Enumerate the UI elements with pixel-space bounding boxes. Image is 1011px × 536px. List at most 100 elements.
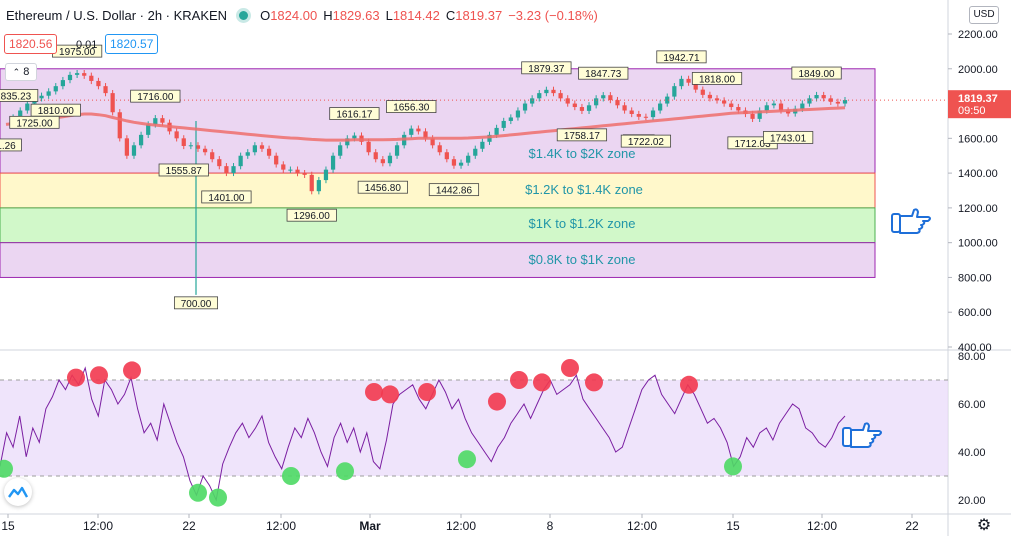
candle-body: [74, 73, 80, 75]
annotation-label: 1616.17: [336, 110, 373, 121]
candle-body: [515, 110, 521, 118]
candle-body: [679, 78, 684, 87]
x-tick-label-2: 22: [182, 519, 196, 533]
annotation-box: [158, 163, 209, 177]
chart-header: Ethereum / U.S. Dollar · 2h · KRAKEN O 18…: [6, 8, 598, 23]
candle-body: [636, 113, 641, 117]
sell-price-button[interactable]: 1820.56: [4, 34, 58, 54]
annotation-box: [357, 180, 408, 194]
oversold-marker: [189, 483, 207, 502]
annotation-label: 1758.17: [564, 131, 601, 142]
indicator-collapse-button[interactable]: ⌃ 8: [5, 63, 37, 81]
buy-price-button[interactable]: 1820.57: [105, 34, 159, 54]
annotation-label: 1879.37: [528, 64, 565, 75]
candle-body: [373, 152, 378, 160]
candle-body: [594, 98, 599, 106]
overbought-marker: [67, 368, 85, 387]
annotation-label: 1712.03: [734, 139, 771, 150]
candle-body: [338, 145, 343, 156]
candle-body: [394, 145, 400, 156]
annotation-box: [763, 131, 814, 144]
overbought-marker: [418, 383, 436, 401]
overbought-marker: [365, 383, 383, 401]
overbought-marker: [90, 366, 108, 385]
annotation-label: 1847.73: [585, 69, 622, 80]
annotation-label: 1716.00: [137, 92, 174, 103]
candle-body: [366, 141, 371, 153]
annotation-label: 1818.00: [699, 74, 736, 85]
candle-body: [586, 105, 592, 111]
x-tick-label-1: 12:00: [83, 519, 113, 533]
annotation-box: [578, 66, 629, 80]
candle-body: [544, 89, 549, 94]
annotation-box: [556, 128, 608, 142]
candle-body: [693, 82, 698, 90]
candle-body: [771, 103, 777, 106]
rsi-tick-label-1: 60.00: [958, 399, 986, 411]
annotation-box: [329, 107, 380, 120]
annotation-label: 1722.02: [628, 137, 665, 148]
candle-body: [494, 127, 499, 135]
candle-body: [466, 155, 471, 163]
low-value: 1814.42: [392, 8, 440, 23]
y-tick-label-4: 1400.00: [958, 168, 998, 180]
annotation-label: 1456.80: [365, 183, 402, 194]
rsi-tick-label-0: 80.00: [958, 351, 986, 363]
high-label: H: [323, 8, 333, 23]
annotation-box: [656, 50, 707, 64]
y-tick-label-6: 1000.00: [958, 238, 998, 250]
candle-body: [39, 95, 44, 99]
overbought-marker: [533, 373, 551, 392]
candle-body: [330, 155, 336, 170]
zone-rect-2: [0, 207, 876, 244]
annotation-label: 1442.86: [436, 186, 473, 197]
annotation-box: [286, 208, 337, 222]
overbought-marker: [585, 373, 603, 392]
tradingview-logo[interactable]: [4, 478, 32, 506]
annotation-box: [201, 190, 252, 204]
candle-body: [53, 86, 58, 92]
candle-body: [387, 155, 393, 164]
currency-button[interactable]: USD: [969, 6, 999, 24]
x-tick-label-8: 15: [726, 519, 740, 533]
zone-rect-0: [0, 68, 876, 174]
symbol-title[interactable]: Ethereum / U.S. Dollar · 2h · KRAKEN: [6, 8, 228, 23]
annotation-label: 1656.30: [393, 103, 430, 114]
annotation-box: [521, 61, 572, 75]
candle-body: [146, 124, 151, 135]
zone-label-3: $0.8K to $1K zone: [529, 252, 636, 267]
candle-body: [295, 169, 300, 174]
y-tick-label-7: 800.00: [958, 272, 992, 284]
annotation-label: 1810.00: [38, 106, 75, 117]
market-status-icon: [239, 11, 249, 20]
candle-body: [458, 162, 464, 166]
candle-body: [650, 110, 656, 118]
candle-body: [601, 95, 606, 99]
candle-body: [46, 91, 51, 96]
y-tick-label-0: 2200.00: [958, 29, 998, 41]
candle-body: [210, 152, 215, 160]
annotation-label: 1.26: [0, 141, 16, 152]
annotation-label: 1401.00: [208, 193, 245, 204]
candle-body: [153, 118, 158, 125]
y-tick-label-5: 1200.00: [958, 203, 998, 215]
candle-body: [238, 155, 243, 167]
pointing-hand-icon-main: [891, 208, 931, 234]
candle-body: [835, 101, 841, 104]
x-tick-label-7: 12:00: [627, 519, 657, 533]
candle-body: [707, 94, 713, 99]
oversold-marker: [458, 450, 476, 469]
last-price-box: [948, 90, 1011, 119]
candle-body: [508, 117, 513, 121]
settings-gear-icon[interactable]: ⚙: [976, 517, 992, 534]
hand-fingers: [850, 422, 882, 448]
candle-body: [281, 164, 286, 170]
candle-body: [643, 116, 649, 118]
candle-body: [416, 128, 421, 132]
oversold-marker: [282, 467, 300, 485]
pointing-hand-icon-rsi: [842, 422, 882, 448]
annotation-box: [9, 115, 60, 129]
candle-body: [266, 148, 272, 156]
annotation-label: 1849.00: [798, 69, 835, 80]
